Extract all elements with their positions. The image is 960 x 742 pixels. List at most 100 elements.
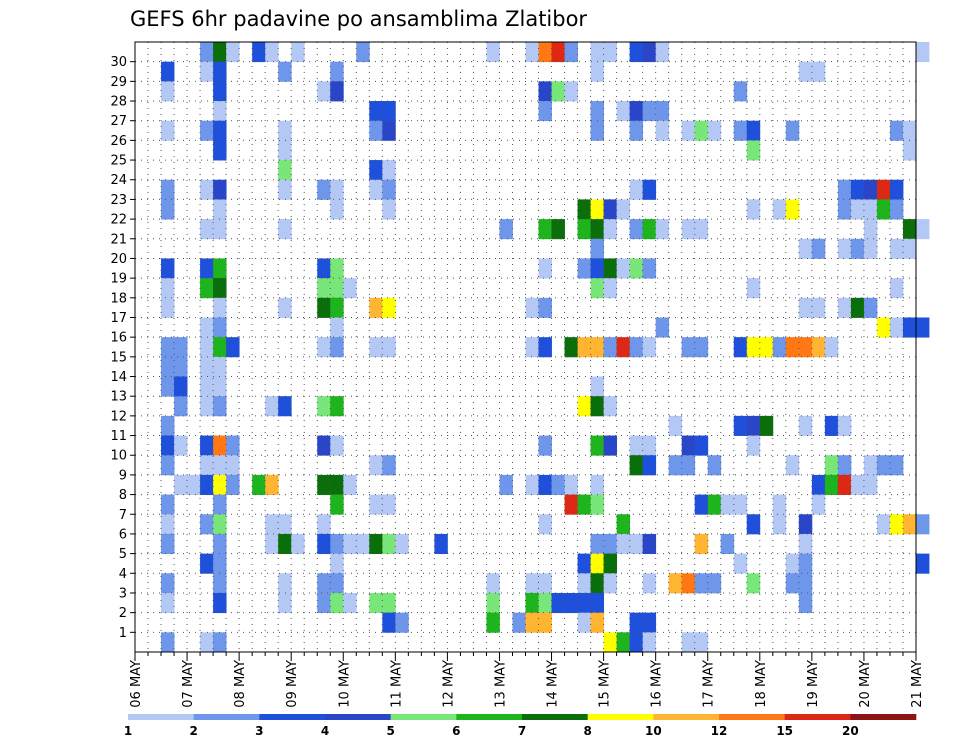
heatmap-cell bbox=[369, 592, 383, 614]
heatmap-cell bbox=[161, 494, 175, 515]
heatmap-cell bbox=[330, 179, 344, 200]
heatmap-cell bbox=[590, 199, 604, 220]
y-tick-label: 11 bbox=[110, 429, 127, 444]
heatmap-cell bbox=[200, 514, 214, 535]
heatmap-cell bbox=[876, 179, 891, 200]
heatmap-cell bbox=[213, 396, 227, 417]
heatmap-cell bbox=[590, 337, 604, 358]
heatmap-cell bbox=[876, 317, 891, 338]
heatmap-cell bbox=[278, 396, 292, 417]
heatmap-cell bbox=[499, 474, 513, 495]
heatmap-cell bbox=[278, 120, 292, 141]
heatmap-cell bbox=[551, 592, 565, 614]
heatmap-cell bbox=[161, 179, 175, 200]
heatmap-cell bbox=[616, 101, 631, 122]
heatmap-cell bbox=[681, 632, 696, 653]
colorbar-swatch bbox=[587, 714, 654, 720]
heatmap-cell bbox=[577, 592, 591, 614]
heatmap-cell bbox=[681, 219, 696, 240]
heatmap-cell bbox=[525, 592, 539, 614]
heatmap-cell bbox=[213, 278, 227, 299]
heatmap-cell bbox=[642, 455, 657, 476]
heatmap-cell bbox=[902, 238, 917, 259]
heatmap-cell bbox=[330, 317, 344, 338]
heatmap-cell bbox=[317, 435, 331, 456]
x-axis-ticks: 06 MAY 07 MAY 08 MAY 09 MAY 10 MAY 11 MAY 12 M… bbox=[129, 652, 925, 708]
heatmap-cell bbox=[213, 337, 227, 358]
heatmap-cell bbox=[837, 474, 852, 495]
heatmap-cell bbox=[629, 435, 644, 456]
heatmap-cell bbox=[538, 258, 552, 279]
y-tick-label: 4 bbox=[119, 567, 127, 582]
heatmap-cell bbox=[538, 573, 552, 594]
colorbar-swatch bbox=[653, 714, 720, 720]
heatmap-cell bbox=[590, 612, 604, 633]
colorbar-label: 5 bbox=[386, 724, 394, 738]
heatmap-cell bbox=[577, 494, 591, 515]
heatmap-cell bbox=[382, 297, 396, 318]
colorbar-swatch bbox=[193, 714, 260, 720]
heatmap-cell bbox=[382, 160, 396, 181]
colorbar-swatch bbox=[456, 714, 523, 720]
heatmap-cell bbox=[278, 297, 292, 318]
y-tick-label: 5 bbox=[119, 547, 127, 562]
heatmap-cell bbox=[629, 337, 644, 358]
heatmap-cell bbox=[733, 120, 748, 141]
heatmap-cell bbox=[642, 435, 657, 456]
heatmap-cell bbox=[733, 337, 748, 358]
y-tick-label: 9 bbox=[119, 468, 127, 483]
heatmap-cell bbox=[538, 42, 552, 63]
heatmap-cell bbox=[590, 120, 604, 141]
heatmap-cell bbox=[590, 573, 604, 594]
heatmap-cell bbox=[213, 356, 227, 377]
heatmap-cell bbox=[538, 612, 552, 633]
heatmap-cell bbox=[330, 297, 344, 318]
heatmap-cell bbox=[161, 356, 175, 377]
colorbar-label: 10 bbox=[645, 724, 662, 738]
heatmap-cell bbox=[213, 101, 227, 122]
heatmap-cell bbox=[265, 42, 279, 63]
heatmap-cell bbox=[213, 455, 227, 476]
heatmap-cell bbox=[590, 219, 604, 240]
heatmap-cell bbox=[863, 199, 878, 220]
colorbar-label: 7 bbox=[518, 724, 526, 738]
heatmap-cell bbox=[200, 278, 214, 299]
heatmap-cell bbox=[694, 120, 709, 141]
heatmap-cell bbox=[603, 199, 618, 220]
x-tick-label: 16 MAY bbox=[650, 660, 665, 708]
heatmap-cell bbox=[161, 376, 175, 397]
heatmap-cell bbox=[174, 356, 188, 377]
heatmap-cell bbox=[694, 632, 709, 653]
heatmap-cell bbox=[668, 415, 683, 436]
colorbar-swatch bbox=[850, 714, 917, 720]
y-tick-label: 12 bbox=[110, 409, 127, 424]
grid-lines bbox=[135, 42, 916, 652]
x-tick-label: 08 MAY bbox=[233, 660, 248, 708]
heatmap-cell bbox=[278, 179, 292, 200]
heatmap-cell bbox=[317, 396, 331, 417]
heatmap-cell bbox=[590, 435, 604, 456]
heatmap-cell bbox=[850, 297, 865, 318]
heatmap-cell bbox=[889, 120, 904, 141]
heatmap-cell bbox=[213, 435, 227, 456]
heatmap-cell bbox=[824, 474, 839, 495]
heatmap-cell bbox=[629, 258, 644, 279]
heatmap-cell bbox=[200, 317, 214, 338]
heatmap-cell bbox=[707, 573, 722, 594]
colorbar-label: 20 bbox=[842, 724, 859, 738]
colorbar-label: 15 bbox=[776, 724, 793, 738]
heatmap-cell bbox=[369, 494, 383, 515]
heatmap-cell bbox=[772, 494, 787, 515]
heatmap-cell bbox=[161, 533, 175, 555]
y-axis-ticks: 1234567891011121314151617181920212223242… bbox=[110, 55, 135, 641]
heatmap-cell bbox=[642, 612, 657, 633]
heatmap-cell bbox=[551, 81, 565, 102]
heatmap-cell bbox=[642, 219, 657, 240]
heatmap-cell bbox=[811, 494, 826, 515]
x-tick-label: 12 MAY bbox=[441, 660, 456, 708]
heatmap-cell bbox=[213, 297, 227, 318]
heatmap-cell bbox=[382, 455, 396, 476]
heatmap-cell bbox=[200, 219, 214, 240]
heatmap-cell bbox=[837, 238, 852, 259]
heatmap-cell bbox=[746, 514, 761, 535]
